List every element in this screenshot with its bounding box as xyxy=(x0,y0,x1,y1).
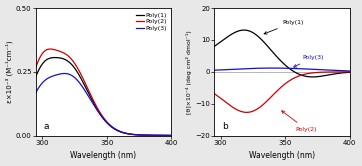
Text: b: b xyxy=(222,122,228,131)
Text: a: a xyxy=(44,122,49,131)
Legend: Poly(1), Poly(2), Poly(3): Poly(1), Poly(2), Poly(3) xyxy=(135,11,168,32)
Text: Poly(3): Poly(3) xyxy=(294,55,324,67)
X-axis label: Wavelength (nm): Wavelength (nm) xyxy=(249,151,315,161)
Text: Poly(2): Poly(2) xyxy=(282,111,317,132)
X-axis label: Wavelength (nm): Wavelength (nm) xyxy=(71,151,136,161)
Y-axis label: [θ]×10⁻⁴ (deg cm² dmol⁻¹): [θ]×10⁻⁴ (deg cm² dmol⁻¹) xyxy=(186,30,192,114)
Text: Poly(1): Poly(1) xyxy=(264,20,304,34)
Y-axis label: ε×10⁻³ (M⁻¹cm⁻¹): ε×10⁻³ (M⁻¹cm⁻¹) xyxy=(5,41,13,103)
